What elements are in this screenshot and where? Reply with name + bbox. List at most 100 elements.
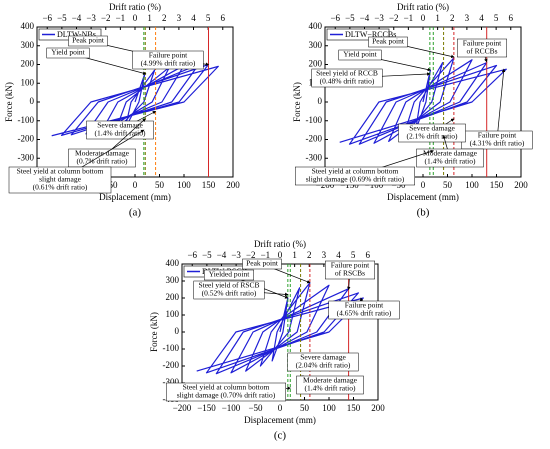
annotation-text: Severe damage [409,124,455,133]
x2-axis-label: Drift ratio (%) [254,239,306,249]
y-tick-label: -100 [306,115,323,125]
y-tick-label: 100 [21,77,35,87]
annotation-text: of RCCBs [466,47,497,56]
x2-tick-label: 4 [336,250,341,260]
x2-tick-label: 3 [322,250,327,260]
annotation-text: Failure point [331,261,370,270]
x2-tick-label: −1 [116,13,126,23]
y-tick-label: -200 [163,360,180,370]
x-tick-label: 100 [177,180,191,190]
annotation-text: (0.7% drift ratio) [76,157,128,166]
annotation-text: (1.4% drift ratio) [424,157,476,166]
x2-tick-label: −6 [330,13,340,23]
x2-tick-label: −5 [202,250,212,260]
annotation-box [368,36,408,48]
y-tick-label: 200 [166,292,180,302]
hysteresis-curve [339,57,507,145]
x-tick-label: 100 [465,180,479,190]
y-tick-label: 0 [30,96,35,106]
annotation-text: (1.4% drift ratio) [304,384,356,393]
x-tick-label: 100 [322,403,336,413]
x2-tick-label: 1 [435,13,440,23]
x2-axis-label: Drift ratio (%) [397,2,449,12]
x2-tick-label: 2 [162,13,167,23]
x2-tick-label: 5 [351,250,356,260]
annotation-box [416,148,484,168]
x2-tick-label: −6 [187,250,197,260]
annotation-text: Severe damage [300,353,346,362]
annotation-text: Yield point [343,50,377,59]
x2-axis-label: Drift ratio (%) [109,2,161,12]
annotation-text: Steel yield at column bottom [183,383,270,392]
y-tick-label: 200 [21,59,35,69]
y-tick-label: -300 [306,152,323,162]
annotation-text: Failure point [345,301,384,310]
annotation-box [296,375,364,395]
y-tick-label: -300 [18,152,35,162]
y-tick-label: -300 [163,377,180,387]
x2-tick-label: −3 [231,250,241,260]
annotation-box [193,280,265,300]
y-axis-label: Force (kN) [4,82,14,122]
y-tick-label: 400 [21,21,35,31]
y-tick-label: 400 [166,258,180,268]
x2-tick-label: −4 [217,250,227,260]
x2-tick-label: 6 [366,250,371,260]
annotation-arrow [496,68,506,141]
x-tick-label: −100 [222,403,241,413]
x-tick-label: 150 [202,180,216,190]
annotation-text: Moderate damage [303,376,358,385]
x2-tick-label: 1 [292,250,297,260]
x2-tick-label: −1 [261,250,271,260]
x2-tick-label: 3 [465,13,470,23]
x-tick-label: 0 [278,403,283,413]
annotation-text: slight damage [39,175,82,184]
annotation-text: Failure point [149,51,188,60]
y-axis-label: Force (kN) [149,312,159,352]
annotation-text: Yielded point [209,270,251,279]
x-tick-label: 0 [133,180,138,190]
annotation-text: Moderate damage [423,149,478,158]
x-axis-label: Displacement (mm) [99,192,171,202]
y-tick-label: 0 [318,96,323,106]
x2-tick-label: 0 [278,250,283,260]
x-tick-label: 0 [421,180,426,190]
annotation-text: Steel yield of RCCB [316,69,378,78]
annotation-text: Failure point [463,39,502,48]
annotation-box [398,123,466,143]
annotation-text: (0.48% drift ratio) [320,77,375,86]
annotation-box [311,68,383,88]
annotation-box [8,166,112,194]
legend-box [326,28,390,41]
annotation-text: of RSCBs [335,269,365,278]
x2-tick-label: −2 [101,13,111,23]
annotation-box [46,47,90,59]
x2-tick-label: −1 [404,13,414,23]
caption: (b) [417,207,430,219]
x-axis-label: Displacement (mm) [387,192,459,202]
y-tick-label: 300 [309,40,323,50]
annotation-box [204,269,254,281]
y-tick-label: 200 [309,59,323,69]
x2-tick-label: 2 [450,13,455,23]
y-tick-label: -100 [18,115,35,125]
x2-tick-label: 0 [421,13,426,23]
annotation-box [338,49,382,61]
annotation-text: Steel yield of RSCB [198,281,259,290]
annotation-box [166,382,286,402]
annotation-text: (1.4% drift ratio) [94,129,146,138]
annotation-text: Peak point [372,37,405,46]
annotation-text: (4.99% drift ratio) [141,59,196,68]
y-axis-label: Force (kN) [292,82,302,122]
annotation-box [328,300,400,320]
x2-tick-label: −3 [86,13,96,23]
annotation-box [287,352,359,372]
x-tick-label: −150 [197,403,216,413]
x-tick-label: −50 [248,403,263,413]
x-axis-label: Displacement (mm) [244,415,316,425]
caption: (a) [129,207,142,219]
x2-tick-label: 3 [177,13,182,23]
x2-tick-label: 0 [133,13,138,23]
y-tick-label: -200 [306,134,323,144]
